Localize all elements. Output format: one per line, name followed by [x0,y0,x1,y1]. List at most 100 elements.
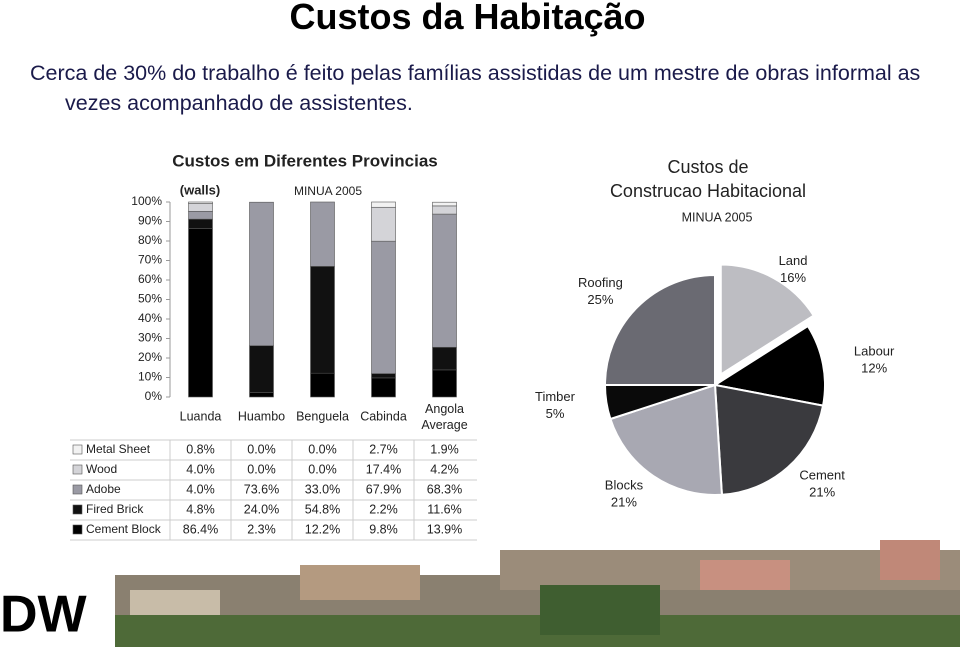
bar-segment [371,240,396,374]
y-tick-label: 60% [138,272,162,286]
annotation: (walls) [180,182,220,197]
bar-segment [188,228,213,398]
table-cell: 4.2% [430,462,459,476]
bar-segment [432,201,457,207]
bar-segment [371,373,396,379]
legend-swatch [72,504,83,515]
table-cell: 12.2% [305,522,340,536]
bar-segment [371,377,396,398]
y-tick-label: 20% [138,350,162,364]
bar-segment [249,392,274,398]
table-cell: 67.9% [366,482,401,496]
slice-label: Blocks [605,478,644,493]
table-cell: 33.0% [305,482,340,496]
slice-label: Land [779,253,808,268]
table-cell: 24.0% [244,502,279,516]
table-cell: 68.3% [427,482,462,496]
photo [115,540,960,647]
y-tick-label: 30% [138,331,162,345]
legend-label: Cement Block [86,522,162,536]
pie-slice [603,273,716,386]
bar-segment [249,345,274,393]
slice-label: Labour [854,344,895,359]
pie-slice [712,324,826,407]
x-tick-label: Angola Average [421,402,467,432]
bar-segment [188,218,213,229]
table-cell: 0.0% [247,462,276,476]
table-cell: 2.7% [369,442,398,456]
slice-value: 25% [587,292,613,307]
table-cell: 11.6% [427,502,462,516]
slice-value: 5% [546,406,565,421]
bar-segment [310,266,335,374]
legend-swatch [72,444,83,455]
bar-segment [371,201,396,208]
pie-slice [719,263,816,377]
bar-segment [188,203,213,212]
annotation: MINUA 2005 [682,210,753,224]
table-cell: 0.8% [186,442,215,456]
y-tick-label: 80% [138,233,162,247]
bar-segment [188,201,213,204]
pie-slice [609,383,723,496]
table-cell: 0.0% [247,442,276,456]
bar-segment [371,206,396,242]
bar-segment [432,213,457,348]
bar-segment [310,372,335,398]
table-cell: 4.0% [186,482,215,496]
y-tick-label: 10% [138,370,162,384]
slice-label: Cement [799,467,845,482]
annotation: MINUA 2005 [294,184,362,198]
table-cell: 9.8% [369,522,398,536]
table-cell: 4.0% [186,462,215,476]
legend-label: Wood [86,462,117,476]
y-tick-label: 70% [138,253,162,267]
bar-segment [432,369,457,398]
table-cell: 73.6% [244,482,279,496]
table-cell: 2.3% [247,522,276,536]
legend-swatch [72,484,83,495]
x-tick-label: Benguela [296,409,349,423]
table-cell: 0.0% [308,442,337,456]
legend-swatch [72,464,83,475]
logo: DW [0,586,88,644]
legend-label: Metal Sheet [86,442,151,456]
y-tick-label: 0% [145,389,163,403]
table-cell: 17.4% [366,462,401,476]
slice-value: 12% [861,361,887,376]
chart-title: Custos em Diferentes Provincias [172,151,437,170]
table-cell: 13.9% [427,522,462,536]
slice-label: Timber [535,389,576,404]
bar-segment [188,211,213,220]
y-tick-label: 90% [138,214,162,228]
y-tick-label: 40% [138,311,162,325]
slide-title: Custos da Habitação [289,0,646,37]
bar-segment [432,205,457,215]
table-cell: 54.8% [305,502,340,516]
y-tick-label: 50% [138,292,162,306]
bar-segment [310,201,335,267]
legend-label: Adobe [86,482,121,496]
legend-swatch [72,524,83,535]
slide-text: Cerca de 30% do trabalho é feito pelas f… [30,61,921,115]
x-tick-label: Cabinda [360,409,407,423]
x-tick-label: Luanda [180,409,222,423]
legend-label: Fired Brick [86,502,144,516]
x-tick-label: Huambo [238,409,285,423]
table-cell: 86.4% [183,522,218,536]
chart-title: Custos de Construcao Habitacional [610,157,806,201]
table-cell: 2.2% [369,502,398,516]
table-cell: 0.0% [308,462,337,476]
slice-value: 16% [780,270,806,285]
table-cell: 1.9% [430,442,459,456]
slice-label: Roofing [578,275,623,290]
bar-segment [249,201,274,347]
slice-value: 21% [611,495,637,510]
y-tick-label: 100% [131,194,162,208]
slice-value: 21% [809,484,835,499]
table-cell: 4.8% [186,502,215,516]
pie-slice [713,383,825,496]
bar-segment [432,346,457,371]
